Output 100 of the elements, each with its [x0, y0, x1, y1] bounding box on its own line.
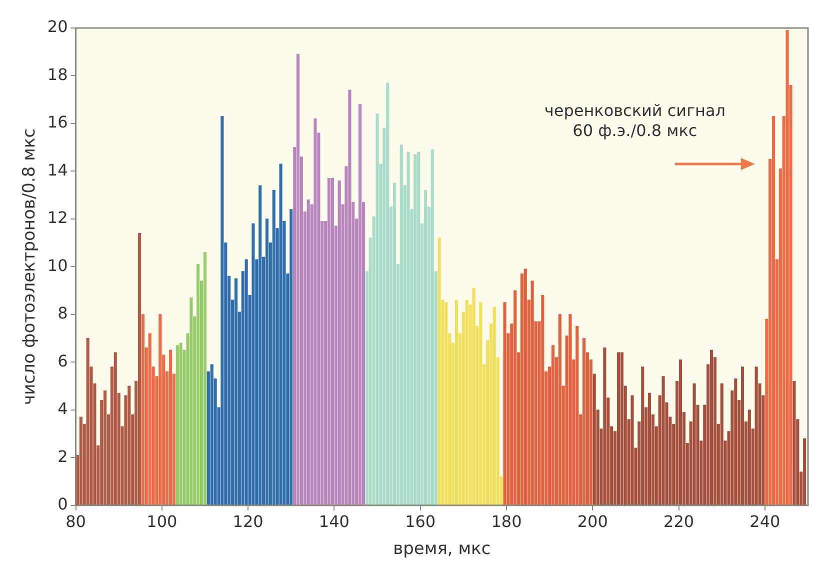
bar [438, 238, 441, 506]
bar [196, 264, 200, 506]
bar [148, 333, 152, 506]
bar [406, 152, 410, 506]
bar [258, 185, 262, 506]
bar [648, 392, 652, 506]
y-tick-label: 8 [58, 304, 68, 323]
bar [86, 338, 90, 506]
y-tick-label: 14 [47, 160, 68, 180]
bar [265, 218, 269, 506]
y-tick-label: 16 [47, 112, 68, 132]
bar [104, 390, 107, 506]
bar [179, 342, 182, 506]
bar [734, 378, 738, 506]
y-tick-label: 12 [47, 208, 68, 228]
bar [582, 338, 586, 506]
bar [141, 314, 144, 506]
bar [678, 359, 682, 506]
bar [358, 104, 362, 506]
bar [376, 114, 379, 506]
bar [244, 259, 248, 506]
bar [641, 366, 644, 506]
bar [386, 82, 390, 506]
y-axis-title: число фотоэлектронов/0.8 мкс [20, 128, 40, 405]
bar [444, 302, 448, 506]
bar [79, 416, 82, 506]
x-axis-title: время, мкс [393, 539, 491, 560]
x-tick-label: 100 [146, 512, 178, 532]
y-tick-label: 4 [58, 399, 68, 418]
bar [592, 374, 596, 506]
bar [454, 300, 458, 506]
y-tick-label: 6 [58, 351, 68, 370]
y-tick-label: 20 [47, 17, 68, 36]
x-tick-label: 80 [66, 512, 86, 532]
bar [220, 116, 224, 506]
bar [392, 182, 396, 506]
bar [138, 232, 142, 506]
x-tick-label: 240 [750, 512, 780, 532]
bar [306, 200, 310, 506]
bar [338, 180, 341, 506]
bar [514, 290, 517, 506]
bar [692, 383, 696, 506]
x-tick-label: 220 [664, 512, 694, 532]
bar [128, 386, 131, 506]
bar [279, 164, 282, 506]
bar [603, 348, 606, 506]
bar [290, 209, 293, 506]
bar [158, 314, 162, 506]
bar [296, 54, 300, 506]
bar [748, 410, 751, 506]
x-tick-label: 120 [232, 512, 264, 532]
annotation: черенковский сигнал 60 ф.э./0.8 мкс [544, 101, 726, 140]
bar [314, 118, 317, 506]
bar [424, 190, 428, 506]
bar [754, 366, 758, 506]
bar [348, 90, 352, 506]
x-tick-label: 180 [491, 512, 522, 532]
y-tick-label: 10 [47, 256, 68, 275]
bar [465, 300, 468, 506]
y-tick-label: 0 [58, 494, 68, 514]
bar [252, 223, 255, 506]
bar [541, 295, 544, 506]
bar [524, 268, 527, 506]
y-tick-label: 2 [58, 446, 68, 466]
bar [576, 326, 579, 506]
bar [190, 297, 193, 506]
bar [417, 152, 420, 506]
y-tick-label: 18 [47, 64, 68, 84]
bar [530, 280, 534, 506]
bar [710, 350, 714, 506]
bar [741, 366, 744, 506]
bar [792, 380, 796, 506]
bar [772, 116, 776, 506]
bar [503, 302, 506, 506]
bar [414, 154, 417, 506]
bar [720, 383, 724, 506]
bar [803, 438, 806, 506]
x-tick-label: 200 [577, 512, 608, 532]
x-tick-label: 140 [318, 512, 350, 532]
bar [210, 364, 214, 506]
bar [551, 345, 555, 506]
bar [330, 178, 334, 506]
bar [114, 352, 117, 506]
bar [430, 149, 434, 506]
x-tick-label: 160 [405, 512, 436, 532]
bar [400, 144, 403, 506]
bar [662, 376, 665, 506]
bar [234, 278, 238, 506]
bar [558, 314, 562, 506]
bar [176, 345, 179, 506]
bar [616, 352, 620, 506]
bar [786, 30, 789, 506]
bar [472, 288, 476, 506]
bar [272, 190, 276, 506]
bar [168, 350, 172, 506]
bar [328, 178, 331, 506]
bar [203, 252, 207, 506]
bar [479, 302, 482, 506]
bar [620, 352, 624, 506]
bar [568, 314, 572, 506]
